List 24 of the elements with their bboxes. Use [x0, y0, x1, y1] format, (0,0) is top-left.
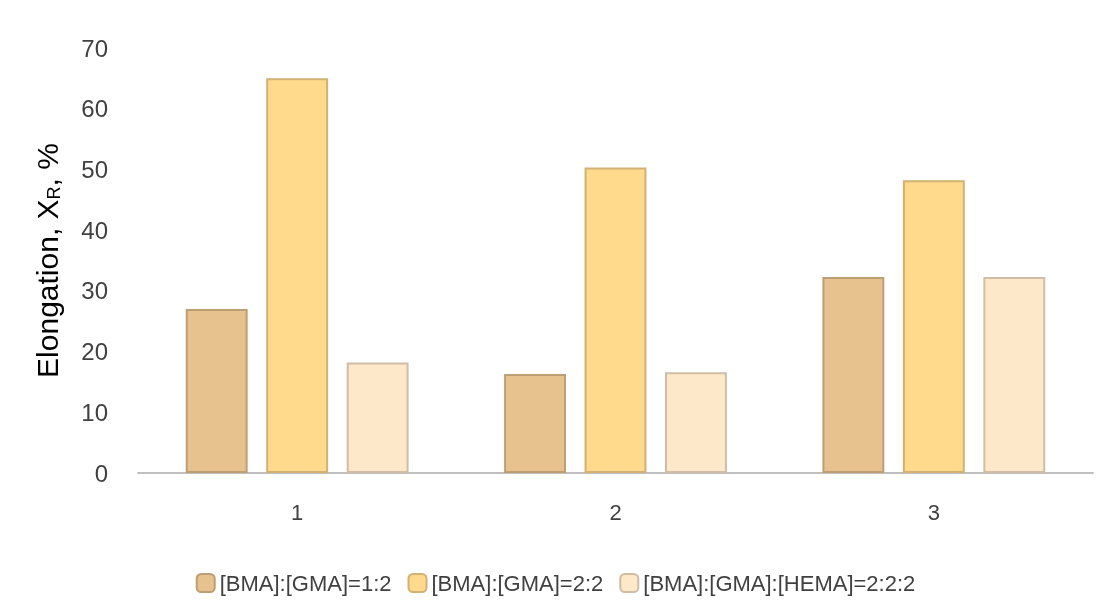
y-tick-label: 0 [94, 459, 108, 487]
bar [266, 78, 329, 473]
x-tick-label: 1 [291, 499, 304, 525]
x-tick-label: 3 [927, 499, 940, 525]
bar [902, 180, 965, 473]
bar [983, 276, 1046, 473]
bar [822, 276, 885, 473]
y-tick-label: 50 [81, 155, 108, 183]
bar [346, 362, 409, 473]
bar [665, 372, 727, 473]
legend-label: [BMA]:[GMA]=1:2 [219, 570, 392, 596]
bar [584, 167, 647, 473]
y-tick-label: 60 [81, 95, 108, 123]
legend-label: [BMA]:[GMA]=2:2 [431, 570, 604, 596]
legend-label: [BMA]:[GMA]:[HEMA]=2:2:2 [643, 570, 916, 596]
y-tick-label: 70 [81, 34, 108, 62]
y-tick-label: 20 [81, 338, 108, 366]
x-tick-label: 2 [609, 499, 622, 525]
bar [504, 374, 566, 473]
y-tick-label: 30 [81, 277, 108, 305]
y-axis-title: Elongation, XR, % [30, 143, 64, 378]
y-tick-label: 40 [81, 216, 108, 244]
bar [185, 309, 248, 473]
y-tick-label: 10 [81, 398, 108, 426]
